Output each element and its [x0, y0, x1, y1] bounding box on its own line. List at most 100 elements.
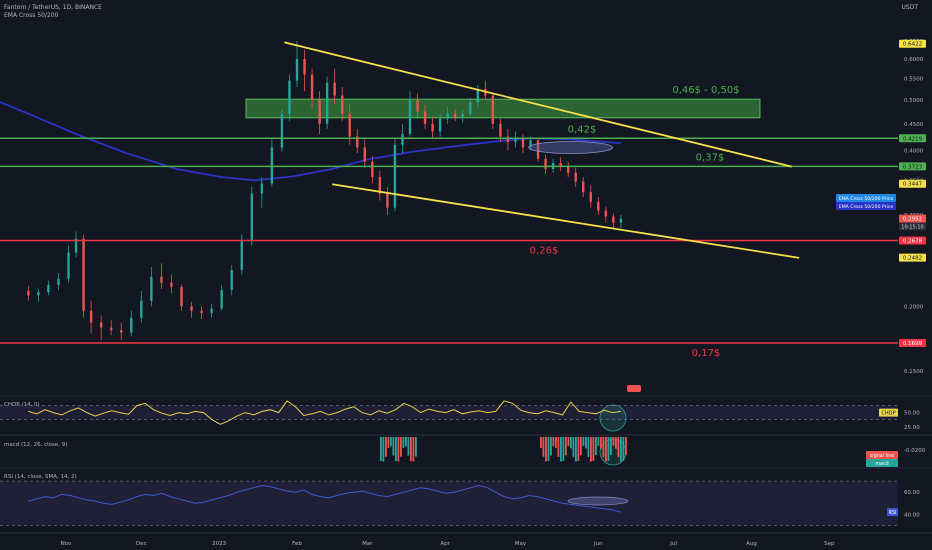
- candle-body[interactable]: [469, 102, 472, 114]
- candle-body[interactable]: [604, 210, 608, 217]
- candle-body[interactable]: [416, 100, 419, 112]
- macd-y-tick: -0.0200: [904, 448, 926, 454]
- macd-histogram-bar: [607, 437, 610, 461]
- candle-body[interactable]: [230, 269, 233, 290]
- legend-entry: EMA Cross 50/200 Price: [839, 204, 894, 210]
- candle-body[interactable]: [280, 113, 284, 148]
- rsi-value-box: [887, 508, 898, 517]
- candle-body[interactable]: [57, 278, 60, 285]
- candle-body[interactable]: [356, 136, 359, 148]
- candle-body[interactable]: [536, 140, 540, 159]
- candle-body[interactable]: [333, 82, 336, 96]
- candle-body[interactable]: [423, 111, 427, 124]
- candle-body[interactable]: [250, 193, 254, 241]
- level-label: 0,42$: [568, 124, 597, 135]
- candle-body[interactable]: [446, 113, 449, 119]
- candle-body[interactable]: [348, 113, 351, 137]
- candle-body[interactable]: [325, 82, 329, 124]
- trendline[interactable]: [332, 183, 800, 259]
- candle-body[interactable]: [499, 123, 502, 137]
- x-tick-label: May: [515, 541, 527, 547]
- candle-body[interactable]: [99, 322, 103, 328]
- candle-body[interactable]: [270, 147, 274, 184]
- candle-body[interactable]: [37, 292, 40, 296]
- candle-body[interactable]: [514, 139, 517, 142]
- alert-marker[interactable]: [627, 385, 641, 392]
- candle-body[interactable]: [453, 113, 457, 118]
- candle-body[interactable]: [574, 172, 577, 182]
- candle-body[interactable]: [521, 139, 525, 148]
- candle-body[interactable]: [589, 192, 592, 202]
- candle-body[interactable]: [476, 89, 479, 103]
- candle-body[interactable]: [150, 276, 153, 301]
- candle-body[interactable]: [529, 140, 532, 148]
- candle-body[interactable]: [386, 193, 389, 208]
- candle-body[interactable]: [295, 59, 299, 81]
- ema-200-line[interactable]: [0, 91, 621, 182]
- candle-body[interactable]: [461, 113, 464, 118]
- candle-body[interactable]: [566, 166, 570, 173]
- candle-body[interactable]: [89, 310, 93, 323]
- candle-body[interactable]: [491, 95, 495, 124]
- candle-body[interactable]: [393, 144, 397, 208]
- macd-histogram-bar: [572, 437, 575, 457]
- candle-body[interactable]: [619, 218, 623, 223]
- candle-body[interactable]: [67, 252, 70, 279]
- chop-line[interactable]: [28, 400, 621, 425]
- candle-body[interactable]: [438, 118, 442, 132]
- candle-body[interactable]: [310, 74, 314, 101]
- candle-body[interactable]: [506, 136, 510, 142]
- candle-body[interactable]: [340, 95, 344, 114]
- macd-histogram-bar: [600, 437, 602, 449]
- candle-body[interactable]: [431, 123, 434, 132]
- candle-body[interactable]: [240, 240, 243, 270]
- candle-body[interactable]: [318, 100, 321, 124]
- candle-body[interactable]: [180, 286, 183, 307]
- macd-histogram-bar: [590, 437, 592, 462]
- candle-body[interactable]: [200, 310, 203, 314]
- candle-body[interactable]: [140, 300, 143, 318]
- macd-histogram-bar: [565, 437, 567, 456]
- macd-histogram-bar: [567, 437, 570, 447]
- candle-body[interactable]: [27, 291, 30, 296]
- candle-body[interactable]: [82, 238, 85, 311]
- macd-histogram-bar: [412, 437, 415, 462]
- candle-body[interactable]: [303, 59, 306, 75]
- candle-body[interactable]: [190, 306, 193, 311]
- candle-body[interactable]: [597, 201, 600, 211]
- candle-body[interactable]: [220, 289, 223, 309]
- candle-body[interactable]: [130, 317, 133, 333]
- legend-box: [836, 194, 896, 202]
- candle-body[interactable]: [612, 216, 615, 223]
- x-tick-label: Sep: [824, 541, 835, 547]
- candle-body[interactable]: [160, 276, 163, 283]
- candle-body[interactable]: [120, 329, 123, 333]
- candle-body[interactable]: [559, 162, 562, 167]
- price-label: 0.1699: [903, 341, 923, 347]
- macd-histogram-bar: [385, 437, 387, 457]
- highlight-ellipse[interactable]: [528, 141, 614, 154]
- trendline[interactable]: [284, 41, 792, 168]
- candle-body[interactable]: [210, 308, 213, 314]
- macd-histogram-bar: [582, 437, 585, 446]
- candle-body[interactable]: [288, 80, 291, 114]
- candle-body[interactable]: [47, 284, 50, 293]
- candle-body[interactable]: [74, 238, 78, 253]
- candle-body[interactable]: [260, 183, 264, 194]
- x-tick-label: Jul: [669, 541, 677, 547]
- candle-body[interactable]: [544, 158, 547, 170]
- candle-body[interactable]: [401, 133, 404, 145]
- candle-body[interactable]: [170, 282, 173, 287]
- macd-histogram-bar: [545, 437, 547, 462]
- macd-histogram-bar: [577, 437, 580, 461]
- candle-body[interactable]: [582, 181, 585, 193]
- rsi-highlight-ellipse[interactable]: [567, 496, 629, 506]
- candle-body[interactable]: [408, 100, 412, 134]
- resistance-zone[interactable]: [245, 98, 761, 119]
- candle-body[interactable]: [363, 147, 366, 162]
- candle-body[interactable]: [371, 161, 374, 178]
- rsi-line[interactable]: [28, 484, 622, 513]
- candle-body[interactable]: [109, 327, 113, 330]
- candle-body[interactable]: [378, 177, 382, 194]
